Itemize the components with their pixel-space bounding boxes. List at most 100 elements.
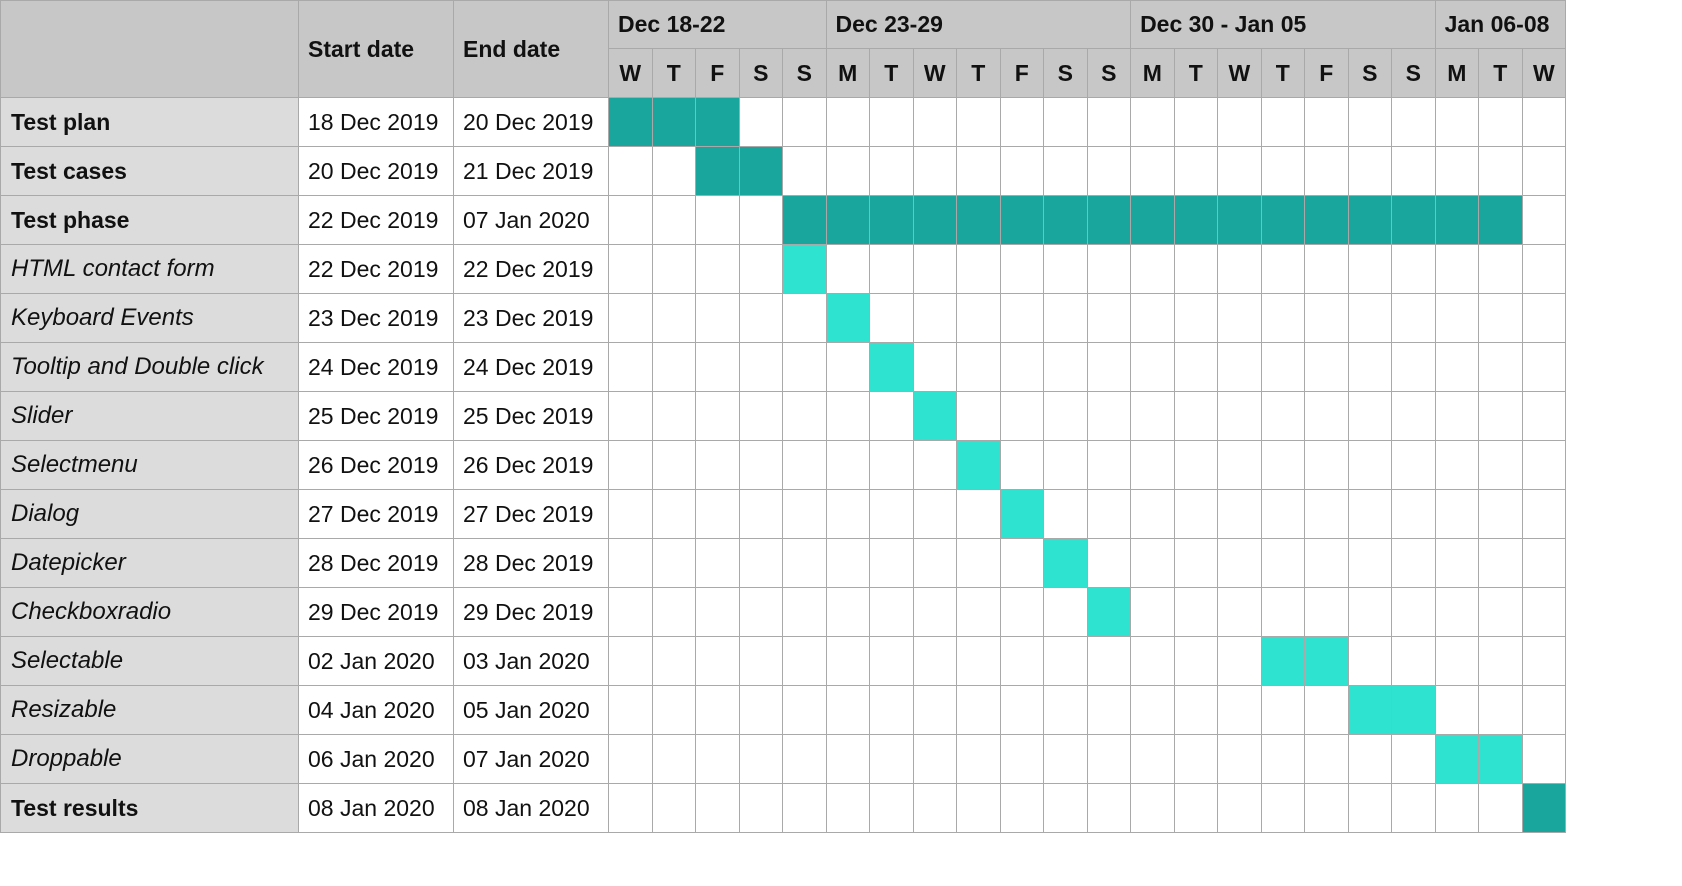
timeline-cell bbox=[1043, 587, 1088, 637]
timeline-cell bbox=[738, 244, 783, 294]
day-header: S bbox=[1347, 48, 1393, 98]
timeline-cell bbox=[1304, 538, 1349, 588]
timeline-cell bbox=[1130, 636, 1175, 686]
gantt-bar-cell bbox=[1086, 195, 1132, 245]
timeline-cell bbox=[1434, 685, 1480, 735]
timeline-cell bbox=[1260, 342, 1306, 392]
week-header: Dec 23-29 bbox=[825, 0, 1132, 49]
timeline-cell bbox=[1260, 538, 1306, 588]
timeline-cell bbox=[912, 342, 957, 392]
task-name: Selectable bbox=[0, 636, 299, 686]
task-row: Test phase 22 Dec 2019 07 Jan 2020 bbox=[0, 195, 1567, 245]
timeline-cell bbox=[1217, 587, 1262, 637]
timeline-cell bbox=[1478, 97, 1523, 147]
timeline-cell bbox=[1130, 293, 1175, 343]
timeline-cell bbox=[825, 489, 870, 539]
task-start-date: 28 Dec 2019 bbox=[298, 538, 454, 588]
timeline-cell bbox=[1260, 97, 1306, 147]
timeline-cell bbox=[1391, 342, 1436, 392]
timeline-cell bbox=[1086, 538, 1132, 588]
timeline-cell bbox=[695, 783, 740, 833]
day-header: S bbox=[1086, 48, 1132, 98]
timeline-cell bbox=[1391, 440, 1436, 490]
timeline-cell bbox=[651, 783, 696, 833]
timeline-cell bbox=[1304, 489, 1349, 539]
gantt-bar-cell bbox=[999, 195, 1044, 245]
day-header: W bbox=[1217, 48, 1262, 98]
timeline-cell bbox=[1478, 783, 1523, 833]
timeline-cell bbox=[695, 489, 740, 539]
timeline-cell bbox=[1434, 440, 1480, 490]
timeline-cell bbox=[956, 391, 1001, 441]
timeline-cell bbox=[1086, 636, 1132, 686]
timeline-cell bbox=[1130, 146, 1175, 196]
timeline-cell bbox=[1260, 244, 1306, 294]
timeline-cell bbox=[1434, 489, 1480, 539]
timeline-cell bbox=[1130, 97, 1175, 147]
timeline-cell bbox=[608, 783, 653, 833]
gantt-bar-cell bbox=[782, 244, 827, 294]
timeline-cell bbox=[869, 244, 914, 294]
timeline-cell bbox=[1434, 636, 1480, 686]
gantt-bar-cell bbox=[695, 146, 740, 196]
timeline-cell bbox=[912, 293, 957, 343]
timeline-cell bbox=[999, 734, 1044, 784]
timeline-cell bbox=[825, 734, 870, 784]
timeline-cell bbox=[608, 440, 653, 490]
timeline-cell bbox=[1521, 244, 1567, 294]
timeline-cell bbox=[695, 587, 740, 637]
timeline-cell bbox=[912, 440, 957, 490]
timeline-cell bbox=[956, 97, 1001, 147]
timeline-cell bbox=[738, 587, 783, 637]
timeline-cell bbox=[1173, 636, 1219, 686]
timeline-cell bbox=[1130, 538, 1175, 588]
timeline-cell bbox=[912, 244, 957, 294]
timeline-cell bbox=[869, 293, 914, 343]
task-name: Test plan bbox=[0, 97, 299, 147]
timeline-cell bbox=[825, 97, 870, 147]
timeline-cell bbox=[1478, 391, 1523, 441]
timeline-cell bbox=[1434, 391, 1480, 441]
timeline-cell bbox=[1086, 342, 1132, 392]
timeline-cell bbox=[869, 391, 914, 441]
timeline-cell bbox=[695, 244, 740, 294]
timeline-cell bbox=[869, 783, 914, 833]
timeline-cell bbox=[1173, 244, 1219, 294]
timeline-cell bbox=[1217, 342, 1262, 392]
timeline-cell bbox=[1086, 734, 1132, 784]
timeline-cell bbox=[869, 685, 914, 735]
gantt-bar-cell bbox=[1304, 195, 1349, 245]
timeline-cell bbox=[1521, 685, 1567, 735]
timeline-cell bbox=[1521, 195, 1567, 245]
gantt-bar-cell bbox=[912, 195, 957, 245]
gantt-bar-cell bbox=[1173, 195, 1219, 245]
end-date-header: End date bbox=[453, 0, 609, 98]
gantt-bar-cell bbox=[869, 195, 914, 245]
timeline-cell bbox=[1130, 342, 1175, 392]
timeline-cell bbox=[651, 244, 696, 294]
task-end-date: 27 Dec 2019 bbox=[453, 489, 609, 539]
timeline-cell bbox=[1434, 244, 1480, 294]
timeline-cell bbox=[1521, 538, 1567, 588]
timeline-cell bbox=[1173, 342, 1219, 392]
task-row: Selectmenu 26 Dec 2019 26 Dec 2019 bbox=[0, 440, 1567, 490]
header-corner bbox=[0, 0, 299, 98]
gantt-bar-cell bbox=[912, 391, 957, 441]
timeline-cell bbox=[1391, 734, 1436, 784]
timeline-cell bbox=[1521, 293, 1567, 343]
timeline-cell bbox=[1391, 636, 1436, 686]
timeline-cell bbox=[1521, 440, 1567, 490]
task-end-date: 07 Jan 2020 bbox=[453, 734, 609, 784]
timeline-cell bbox=[1130, 685, 1175, 735]
timeline-cell bbox=[869, 587, 914, 637]
timeline-cell bbox=[651, 587, 696, 637]
timeline-cell bbox=[1086, 97, 1132, 147]
timeline-cell bbox=[869, 636, 914, 686]
timeline-cell bbox=[1086, 489, 1132, 539]
timeline-cell bbox=[1260, 293, 1306, 343]
gantt-bar-cell bbox=[738, 146, 783, 196]
timeline-cell bbox=[1130, 783, 1175, 833]
gantt-bar-cell bbox=[608, 97, 653, 147]
day-header: S bbox=[738, 48, 783, 98]
task-end-date: 29 Dec 2019 bbox=[453, 587, 609, 637]
